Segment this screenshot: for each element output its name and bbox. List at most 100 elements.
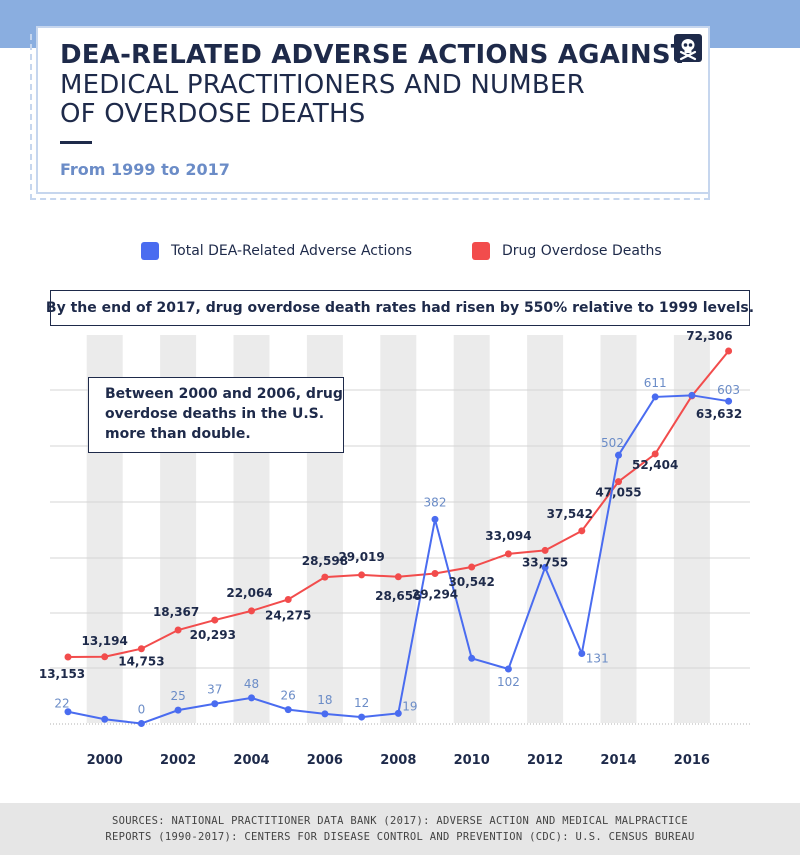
data-label-dea-2014: 502 (601, 436, 624, 450)
point-dea-2017 (725, 397, 733, 405)
chart-title-line-1: DEA-RELATED ADVERSE ACTIONS AGAINST (60, 40, 689, 70)
data-label-overdose-2015: 52,404 (632, 458, 678, 472)
chart-subtitle: From 1999 to 2017 (60, 160, 230, 179)
data-label-dea-2004: 48 (244, 677, 259, 691)
point-overdose-2007 (358, 571, 366, 579)
point-overdose-2003 (211, 616, 219, 624)
data-label-dea-2013: 131 (586, 651, 609, 665)
point-overdose-2017 (725, 347, 733, 355)
legend-swatch-overdose (472, 242, 490, 260)
point-overdose-2012 (541, 546, 549, 554)
point-dea-1999 (64, 708, 72, 716)
point-dea-2016 (688, 391, 696, 399)
point-overdose-2011 (504, 550, 512, 558)
data-label-dea-2003: 37 (207, 683, 222, 697)
point-dea-2001 (137, 720, 145, 727)
sources-line-2: REPORTS (1990-2017): CENTERS FOR DISEASE… (105, 831, 695, 843)
chart-title-line-3: OF OVERDOSE DEATHS (60, 99, 366, 129)
point-dea-2010 (468, 654, 476, 662)
skull-crossbones-icon (674, 34, 702, 62)
point-dea-2007 (358, 713, 366, 721)
point-dea-2003 (211, 700, 219, 708)
point-dea-2012 (541, 563, 549, 571)
sources-line-1: SOURCES: NATIONAL PRACTITIONER DATA BANK… (111, 815, 689, 827)
data-label-dea-2002: 25 (170, 689, 185, 703)
x-tick-label-2008: 2008 (380, 753, 416, 768)
point-overdose-2010 (468, 563, 476, 571)
data-label-overdose-2001: 14,753 (118, 655, 164, 669)
stripe-2008 (380, 335, 417, 723)
point-dea-2005 (284, 706, 292, 714)
legend-item-overdose: Drug Overdose Deaths (472, 240, 662, 262)
data-label-dea-2006: 18 (317, 693, 332, 707)
point-dea-2006 (321, 710, 329, 718)
x-tick-label-2014: 2014 (600, 753, 636, 768)
data-label-dea-2007: 12 (354, 696, 369, 710)
chart-title-line-2: MEDICAL PRACTITIONERS AND NUMBER (60, 70, 585, 100)
x-tick-label-2000: 2000 (87, 753, 123, 768)
x-tick-label-2012: 2012 (527, 753, 563, 768)
point-dea-2011 (504, 665, 512, 673)
data-label-overdose-2005: 24,275 (265, 608, 311, 622)
point-dea-2008 (394, 709, 402, 717)
legend-item-dea: Total DEA-Related Adverse Actions (141, 240, 412, 262)
data-label-dea-2001: 0 (138, 703, 146, 717)
point-overdose-2015 (651, 450, 659, 458)
x-tick-label-2016: 2016 (674, 753, 710, 768)
data-label-overdose-2012: 33,755 (522, 555, 568, 569)
data-label-overdose-2008: 28,656 (375, 589, 421, 603)
legend-swatch-dea (141, 242, 159, 260)
point-overdose-2002 (174, 626, 182, 634)
callout-line-2: overdose deaths in the U.S. (105, 406, 325, 422)
callout-2000-2006: Between 2000 and 2006, drug overdose dea… (88, 377, 344, 453)
data-label-overdose-2010: 30,542 (449, 575, 495, 589)
title-card: DEA-RELATED ADVERSE ACTIONS AGAINST MEDI… (36, 26, 710, 194)
point-dea-2002 (174, 706, 182, 714)
x-tick-label-2010: 2010 (454, 753, 490, 768)
point-overdose-2000 (101, 653, 109, 661)
point-dea-2015 (651, 393, 659, 401)
data-label-overdose-2000: 13,194 (82, 634, 128, 648)
point-overdose-2014 (615, 478, 622, 486)
point-overdose-2009 (431, 570, 439, 578)
data-label-overdose-2011: 33,094 (485, 529, 531, 543)
data-label-dea-2011: 102 (497, 675, 520, 689)
point-overdose-1999 (64, 653, 72, 661)
data-label-dea-2017: 603 (717, 383, 740, 397)
data-label-overdose-2006: 28,598 (302, 554, 348, 568)
callout-line-1: Between 2000 and 2006, drug (105, 386, 343, 402)
point-dea-2004 (248, 694, 255, 702)
point-dea-2013 (578, 649, 586, 657)
data-label-overdose-2017: 72,306 (686, 329, 732, 343)
data-label-dea-2015: 611 (644, 376, 667, 390)
data-label-dea-2008: 19 (402, 699, 417, 713)
x-tick-label-2006: 2006 (307, 753, 343, 768)
data-label-overdose-2014: 47,055 (595, 486, 641, 500)
legend-label-dea: Total DEA-Related Adverse Actions (171, 243, 413, 259)
data-label-dea-2005: 26 (281, 689, 296, 703)
data-label-dea-1999: 22 (54, 697, 69, 711)
data-label-dea-2009: 382 (424, 495, 447, 509)
point-overdose-2005 (284, 595, 292, 603)
data-label-overdose-2003: 20,293 (190, 628, 236, 642)
stripe-2012 (527, 335, 564, 723)
point-dea-2000 (101, 715, 109, 723)
data-label-overdose-2007: 29,019 (338, 550, 384, 564)
data-label-overdose-1999: 13,153 (39, 667, 85, 681)
callout-line-3: more than double. (105, 426, 251, 442)
x-tick-label-2004: 2004 (233, 753, 269, 768)
legend-label-overdose: Drug Overdose Deaths (502, 243, 662, 259)
point-dea-2009 (431, 515, 439, 523)
point-overdose-2001 (137, 645, 145, 653)
stripe-2014 (600, 335, 637, 723)
data-label-overdose-2002: 18,367 (153, 605, 199, 619)
title-divider (60, 141, 92, 144)
data-label-overdose-2013: 37,542 (547, 507, 593, 521)
data-label-overdose-2009: 29,294 (412, 588, 458, 602)
stripe-2016 (673, 335, 710, 723)
point-overdose-2013 (578, 527, 586, 535)
point-dea-2014 (615, 451, 622, 459)
point-overdose-2004 (248, 607, 255, 615)
data-label-overdose-2016: 63,632 (696, 407, 742, 421)
callout-summary: By the end of 2017, drug overdose death … (46, 290, 754, 326)
